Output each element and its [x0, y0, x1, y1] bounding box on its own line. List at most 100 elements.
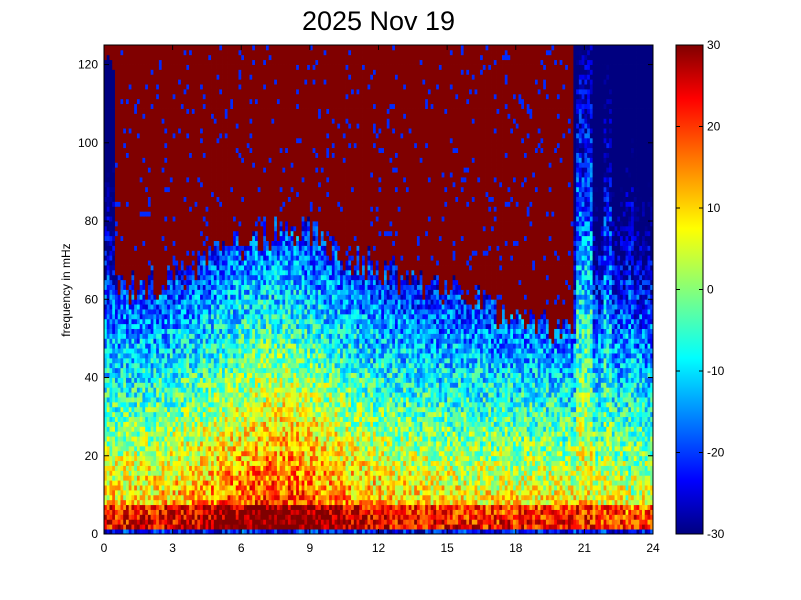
heatmap-cell	[112, 245, 116, 251]
heatmap-cell	[235, 225, 239, 232]
heatmap-cell	[178, 98, 182, 105]
heatmap-cell	[147, 387, 152, 393]
heatmap-cell	[169, 255, 174, 261]
heatmap-cell	[136, 333, 141, 339]
heatmap-cell	[230, 103, 234, 109]
heatmap-cell	[172, 216, 176, 222]
heatmap-cell	[175, 196, 179, 202]
heatmap-cell	[147, 177, 152, 183]
heatmap-cell	[216, 142, 220, 149]
heatmap-cell	[112, 494, 116, 501]
heatmap-cell	[169, 108, 174, 114]
heatmap-cell	[114, 470, 119, 476]
heatmap-cell	[208, 421, 212, 427]
heatmap-cell	[156, 93, 160, 100]
heatmap-cell	[197, 445, 201, 452]
heatmap-cell	[222, 250, 226, 256]
heatmap-cell	[128, 103, 132, 109]
heatmap-cell	[145, 445, 149, 452]
heatmap-cell	[136, 387, 141, 393]
heatmap-cell	[139, 387, 143, 393]
heatmap-cell	[208, 377, 212, 383]
heatmap-cell	[142, 504, 146, 510]
heatmap-cell	[224, 269, 228, 276]
heatmap-cell	[216, 245, 220, 251]
heatmap-cell	[186, 313, 190, 320]
heatmap-cell	[227, 162, 231, 168]
heatmap-cell	[136, 186, 141, 193]
heatmap-cell	[128, 221, 132, 227]
heatmap-cell	[224, 186, 228, 193]
heatmap-cell	[178, 157, 182, 163]
heatmap-cell	[161, 333, 165, 339]
heatmap-cell	[211, 489, 215, 496]
heatmap-cell	[156, 416, 160, 422]
heatmap-cell	[205, 123, 209, 129]
heatmap-cell	[131, 450, 135, 457]
heatmap-cell	[112, 162, 116, 168]
heatmap-cell	[167, 186, 171, 193]
heatmap-cell	[145, 392, 149, 398]
heatmap-cell	[178, 343, 182, 349]
heatmap-cell	[128, 465, 132, 471]
heatmap-cell	[158, 499, 163, 506]
heatmap-cell	[235, 260, 239, 266]
heatmap-cell	[208, 338, 212, 344]
heatmap-cell	[172, 225, 176, 232]
heatmap-cell	[158, 279, 163, 286]
heatmap-cell	[186, 426, 190, 432]
heatmap-cell	[172, 377, 176, 383]
heatmap-cell	[211, 133, 215, 139]
heatmap-cell	[227, 84, 231, 90]
heatmap-cell	[235, 436, 239, 442]
heatmap-cell	[128, 186, 132, 193]
heatmap-cell	[117, 123, 121, 129]
heatmap-cell	[216, 377, 220, 383]
heatmap-cell	[142, 167, 146, 173]
heatmap-cell	[202, 382, 206, 388]
heatmap-cell	[131, 279, 135, 286]
heatmap-cell	[128, 260, 132, 266]
heatmap-cell	[139, 328, 143, 334]
heatmap-cell	[128, 274, 132, 281]
heatmap-cell	[233, 137, 237, 144]
heatmap-cell	[175, 108, 179, 114]
heatmap-cell	[202, 128, 206, 134]
heatmap-cell	[134, 348, 138, 354]
heatmap-cell	[112, 172, 116, 178]
heatmap-cell	[147, 206, 152, 212]
heatmap-cell	[117, 260, 121, 266]
heatmap-cell	[114, 450, 119, 457]
heatmap-cell	[123, 279, 127, 286]
heatmap-cell	[120, 69, 124, 75]
heatmap-cell	[175, 181, 179, 188]
heatmap-cell	[200, 133, 204, 139]
heatmap-cell	[153, 54, 157, 61]
heatmap-cell	[208, 113, 212, 119]
heatmap-cell	[112, 353, 116, 359]
heatmap-cell	[109, 485, 113, 491]
heatmap-cell	[150, 284, 154, 290]
heatmap-cell	[109, 162, 113, 168]
heatmap-cell	[106, 524, 110, 530]
heatmap-cell	[131, 524, 135, 530]
heatmap-cell	[175, 397, 179, 403]
heatmap-cell	[191, 485, 195, 491]
heatmap-cell	[147, 240, 152, 246]
heatmap-cell	[156, 196, 160, 202]
heatmap-cell	[233, 323, 237, 330]
heatmap-cell	[150, 64, 154, 70]
heatmap-cell	[178, 230, 182, 237]
heatmap-cell	[117, 64, 121, 70]
heatmap-cell	[125, 475, 130, 481]
heatmap-cell	[117, 431, 121, 437]
heatmap-cell	[202, 313, 206, 320]
heatmap-cell	[216, 128, 220, 134]
heatmap-cell	[106, 392, 110, 398]
heatmap-cell	[158, 421, 163, 427]
heatmap-cell	[134, 269, 138, 276]
heatmap-cell	[224, 304, 228, 310]
heatmap-cell	[224, 225, 228, 232]
heatmap-cell	[112, 147, 116, 153]
heatmap-cell	[219, 279, 223, 286]
